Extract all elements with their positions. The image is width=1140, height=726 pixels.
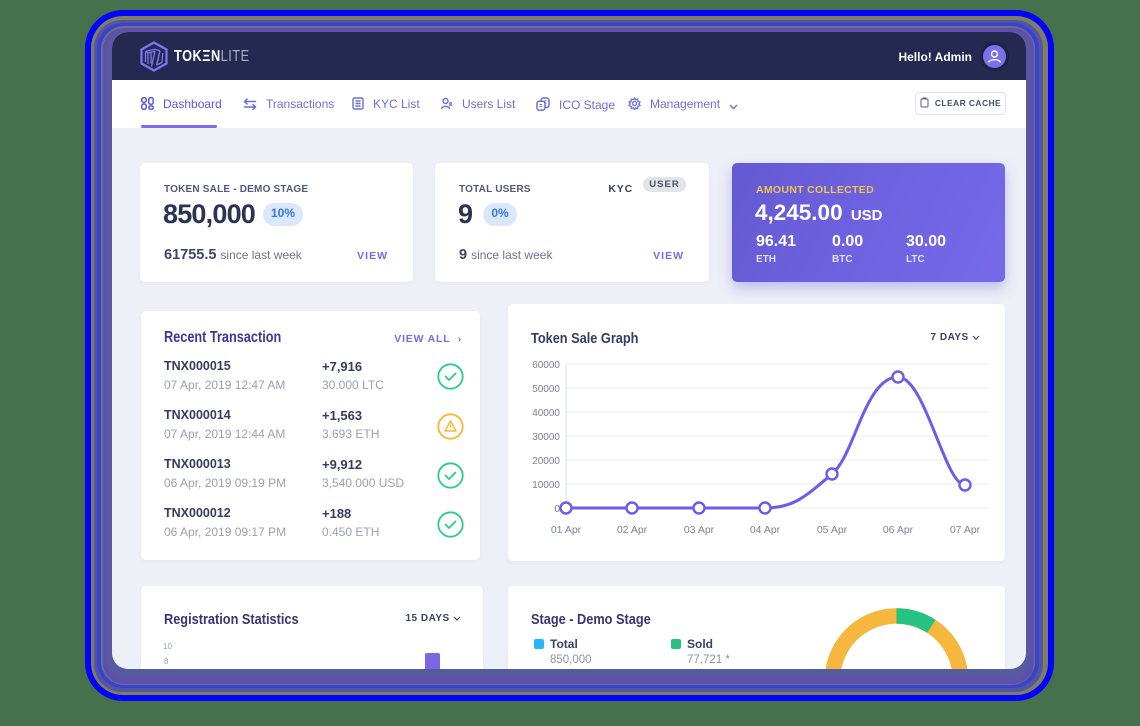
svg-text:05 Apr: 05 Apr: [817, 524, 848, 536]
svg-text:03 Apr: 03 Apr: [684, 524, 715, 536]
svg-text:07 Apr: 07 Apr: [950, 524, 981, 536]
svg-text:04 Apr: 04 Apr: [750, 524, 781, 536]
svg-text:02 Apr: 02 Apr: [617, 524, 648, 536]
svg-text:50000: 50000: [532, 384, 560, 395]
svg-text:0: 0: [554, 504, 560, 515]
svg-text:60000: 60000: [532, 360, 560, 371]
svg-text:01 Apr: 01 Apr: [551, 524, 582, 536]
svg-text:30000: 30000: [532, 432, 560, 443]
svg-text:06 Apr: 06 Apr: [883, 524, 914, 536]
svg-text:10000: 10000: [532, 480, 560, 491]
svg-text:40000: 40000: [532, 408, 560, 419]
svg-text:20000: 20000: [532, 456, 560, 467]
